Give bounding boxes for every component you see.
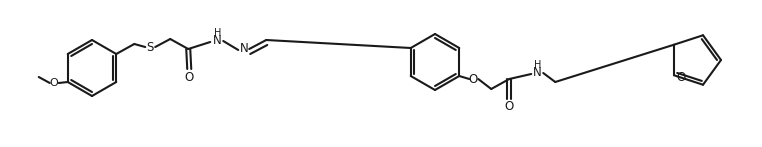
Text: S: S xyxy=(146,41,154,54)
Text: N: N xyxy=(213,34,222,46)
Text: N: N xyxy=(240,41,248,55)
Text: O: O xyxy=(50,78,58,88)
Text: N: N xyxy=(533,66,542,78)
Text: O: O xyxy=(469,72,478,86)
Text: O: O xyxy=(504,101,514,113)
Text: O: O xyxy=(677,71,686,84)
Text: H: H xyxy=(533,60,541,70)
Text: H: H xyxy=(213,28,221,38)
Text: O: O xyxy=(184,71,194,83)
